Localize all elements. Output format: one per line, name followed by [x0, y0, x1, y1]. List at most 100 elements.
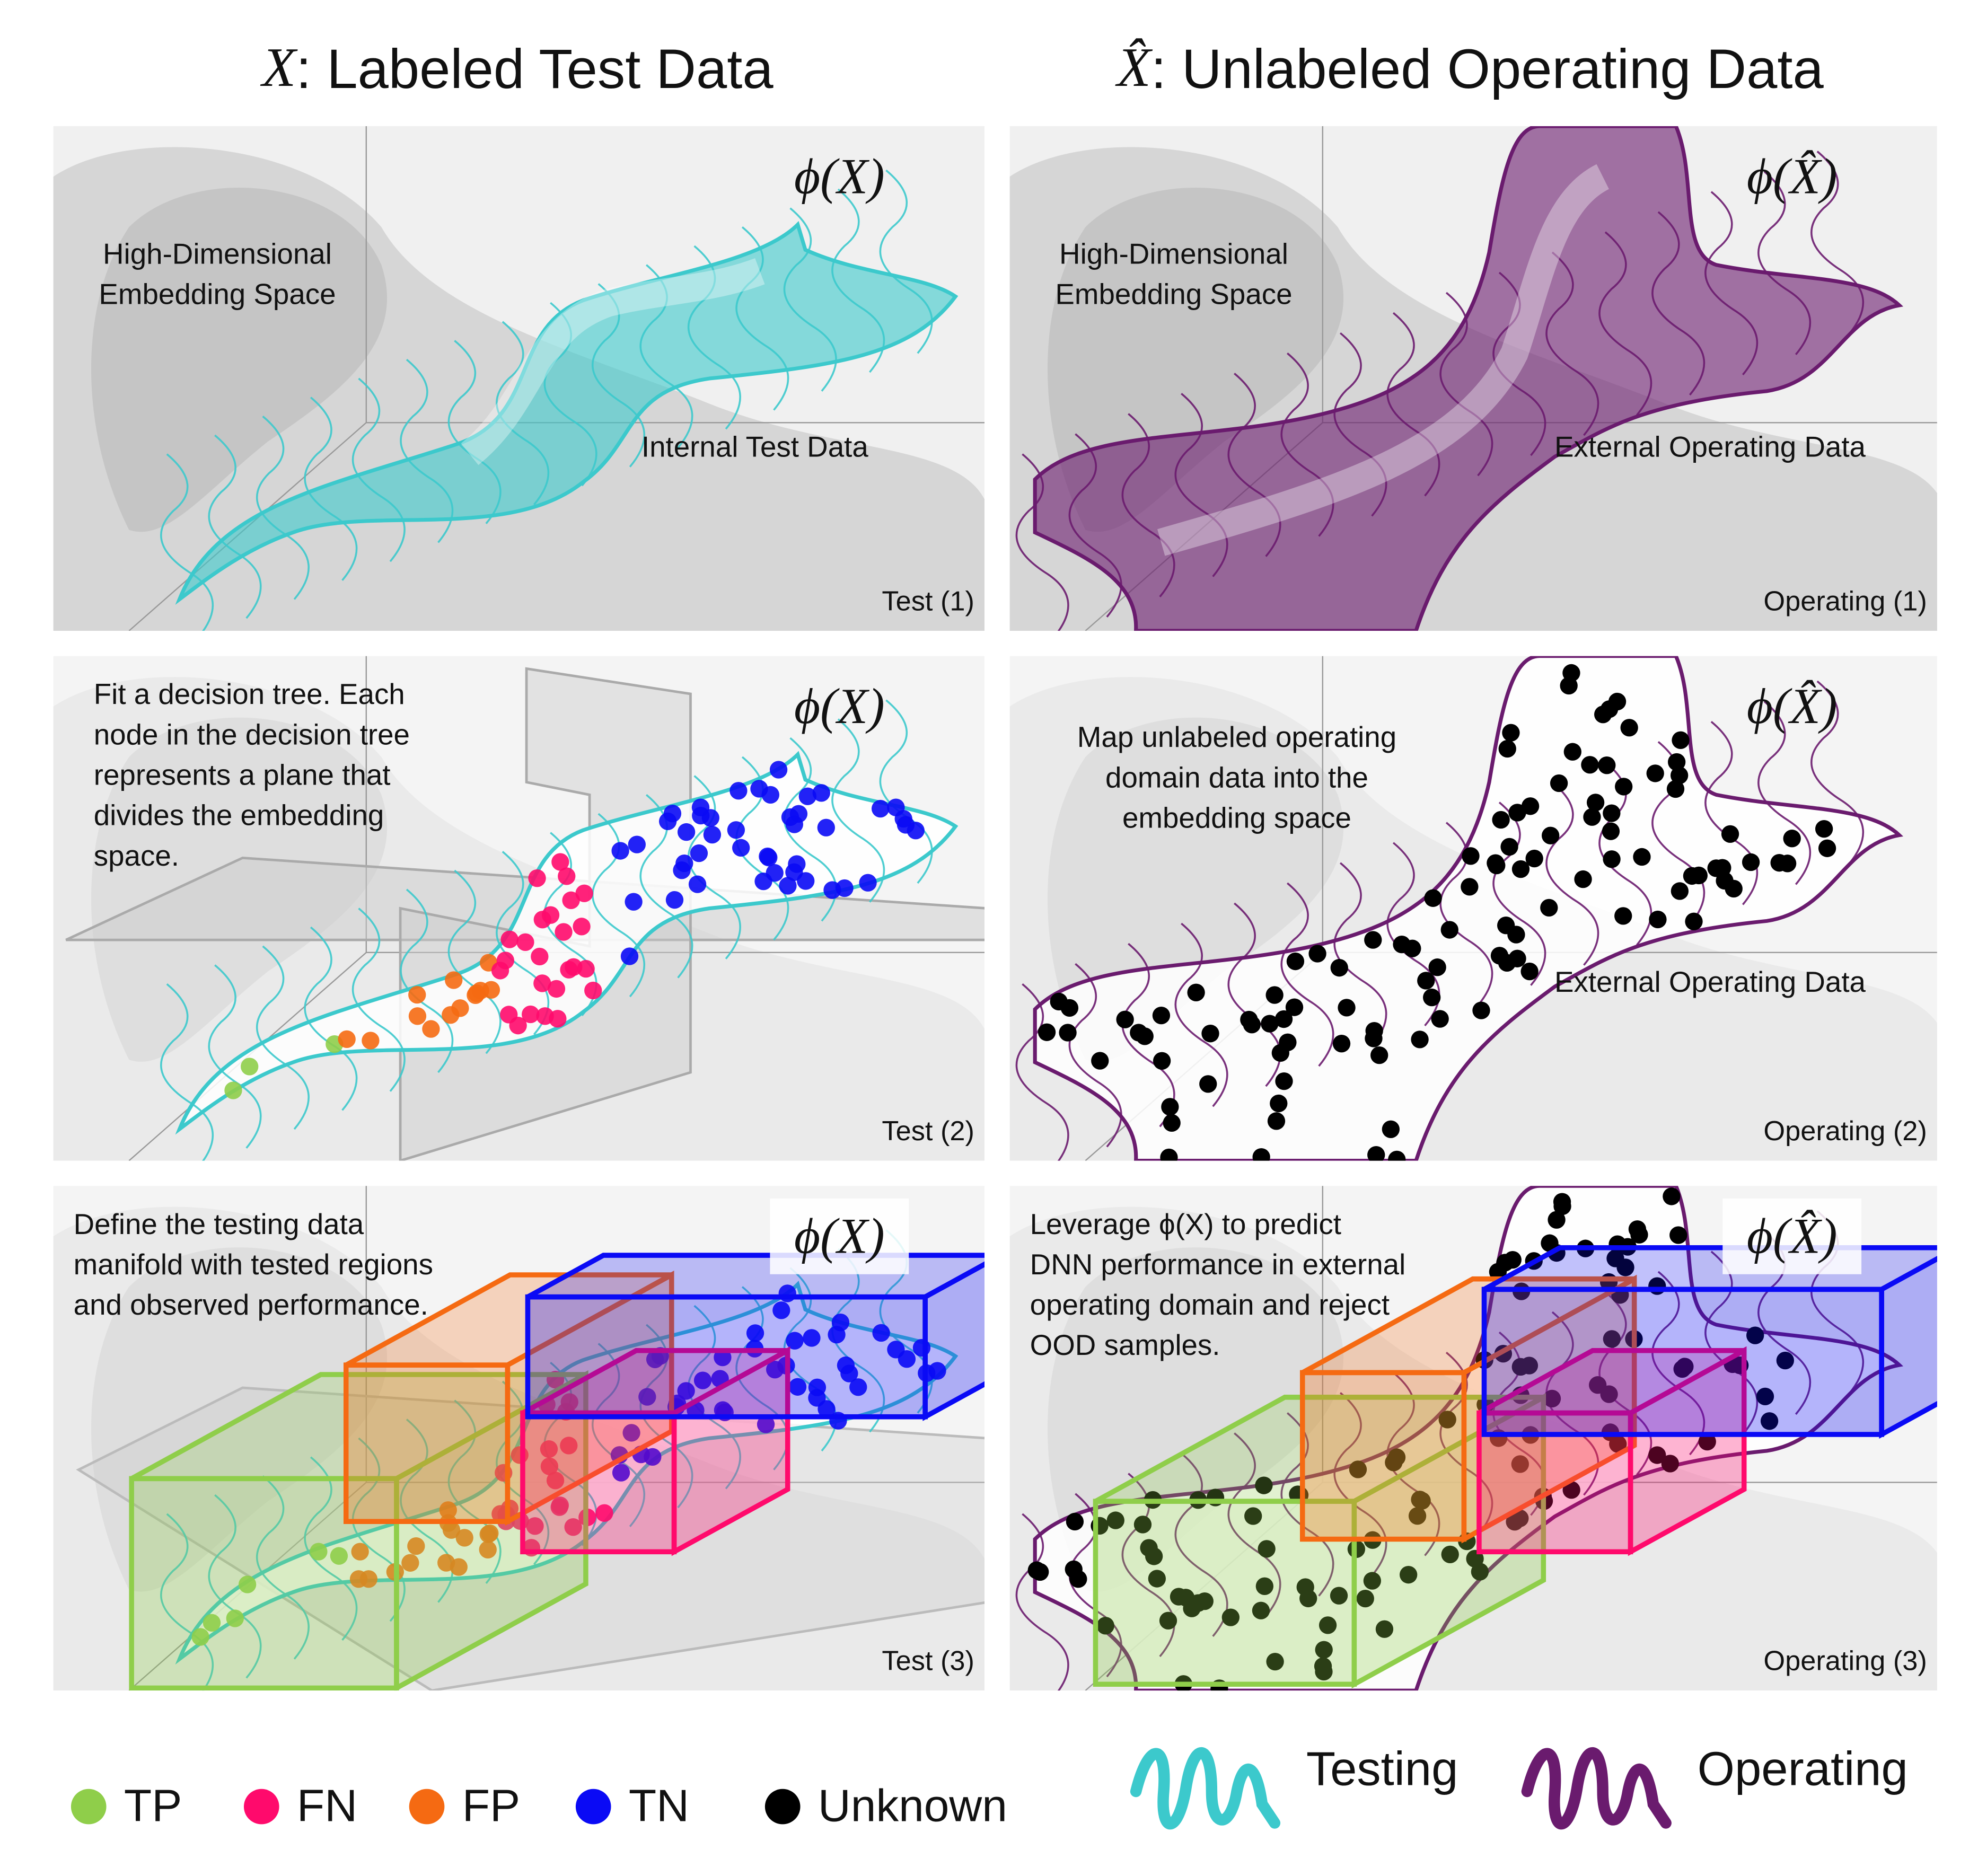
- phi-label: ϕ(X): [794, 148, 885, 205]
- data-point: [1187, 983, 1205, 1001]
- data-point: [1669, 1226, 1687, 1244]
- data-point: [224, 1081, 242, 1099]
- data-point: [1756, 1387, 1774, 1406]
- contour-line: [831, 188, 885, 373]
- data-point: [1586, 794, 1605, 812]
- contour-line: [1545, 781, 1599, 966]
- contour-line: [543, 302, 597, 487]
- data-point: [677, 823, 696, 841]
- data-point: [1721, 825, 1739, 843]
- data-point: [1267, 1112, 1286, 1130]
- highlight: [461, 258, 765, 465]
- data-point: [1778, 855, 1797, 873]
- data-point: [1466, 1549, 1484, 1568]
- contour-line: [735, 226, 789, 411]
- panel: ϕ(X) Test (2) Fit a decision tree. Each nod…: [53, 656, 985, 1161]
- data-point: [1685, 912, 1703, 930]
- data-point: [1411, 1031, 1429, 1049]
- data-point: [1332, 1035, 1351, 1053]
- data-point: [551, 853, 569, 871]
- data-point: [531, 947, 549, 966]
- data-point: [338, 1030, 356, 1049]
- phi-label: ϕ(X): [794, 678, 885, 734]
- contour-line: [687, 245, 741, 430]
- data-point: [1176, 1589, 1195, 1607]
- data-point: [665, 891, 684, 909]
- data-point: [445, 971, 463, 989]
- data-point: [1562, 1481, 1580, 1499]
- legend-label: TN: [629, 1780, 689, 1831]
- data-point: [1059, 1024, 1077, 1042]
- contour-line: [208, 434, 262, 619]
- data-point: [540, 1440, 558, 1458]
- data-point: [349, 1570, 368, 1588]
- data-point: [595, 1504, 613, 1522]
- data-point: [896, 816, 915, 834]
- panel: ϕ(X̂) Operating (2) Map unlabeled operatin…: [1009, 656, 1937, 1161]
- contour-line: [208, 1494, 262, 1679]
- data-point: [1382, 1120, 1400, 1138]
- data-point: [781, 808, 799, 826]
- data-point: [1330, 959, 1348, 977]
- data-point: [673, 861, 691, 879]
- data-point: [1159, 1611, 1177, 1630]
- legend-curve-label: Operating: [1698, 1742, 1908, 1796]
- data-point: [701, 809, 719, 827]
- data-point: [1255, 1577, 1274, 1595]
- data-point: [516, 933, 534, 952]
- data-point: [1403, 939, 1421, 957]
- contour-line: [1810, 151, 1865, 335]
- data-point: [1620, 719, 1638, 737]
- data-point: [1221, 1608, 1240, 1626]
- contour-line: [160, 453, 214, 631]
- data-point: [1818, 839, 1836, 857]
- note-text: OOD samples.: [1030, 1328, 1220, 1361]
- data-point: [1603, 850, 1621, 868]
- contour-line: [592, 283, 646, 468]
- contour-line: [1439, 1351, 1493, 1536]
- data-point: [808, 1378, 827, 1396]
- data-point: [479, 1525, 497, 1543]
- data-point: [1161, 1098, 1179, 1116]
- data-point: [871, 799, 890, 818]
- title-symbol: X: [260, 37, 298, 98]
- data-point: [1574, 870, 1592, 888]
- data-point: [500, 1006, 518, 1024]
- contour-line: [1015, 1513, 1069, 1691]
- data-point: [1648, 1446, 1666, 1464]
- data-point: [1742, 853, 1760, 871]
- contour-line: [1439, 292, 1493, 477]
- note-text: Embedding Space: [1055, 278, 1292, 311]
- contour-line: [1174, 922, 1228, 1107]
- region-label: Internal Test Data: [641, 430, 868, 463]
- data-point: [898, 1350, 916, 1368]
- data-point: [560, 1437, 578, 1455]
- contour-line: [256, 1475, 310, 1660]
- space-blob: [91, 188, 388, 532]
- contour-line: [1227, 373, 1281, 557]
- contour-line: [304, 397, 358, 581]
- data-point: [1363, 1572, 1382, 1590]
- data-point: [1614, 907, 1632, 925]
- contour-line: [351, 1437, 406, 1622]
- data-point: [1201, 1025, 1219, 1043]
- data-point: [849, 1378, 867, 1396]
- data-point: [1815, 820, 1833, 838]
- data-point: [1375, 1620, 1394, 1638]
- data-point: [1428, 958, 1446, 976]
- data-point: [1265, 986, 1284, 1004]
- data-point: [620, 947, 639, 965]
- data-point: [1583, 808, 1601, 826]
- data-point: [729, 782, 748, 800]
- data-point: [330, 1547, 348, 1565]
- column-title: X̂: Unlabeled Operating Data: [1115, 37, 1824, 100]
- data-point: [628, 835, 646, 853]
- data-point: [612, 1464, 630, 1482]
- data-point: [439, 1501, 457, 1519]
- contour-line: [1492, 802, 1546, 986]
- data-point: [1066, 1512, 1084, 1531]
- data-point: [1666, 780, 1685, 798]
- region-box-front: [520, 1410, 677, 1555]
- contour-line: [1280, 882, 1334, 1067]
- data-point: [1027, 1561, 1045, 1579]
